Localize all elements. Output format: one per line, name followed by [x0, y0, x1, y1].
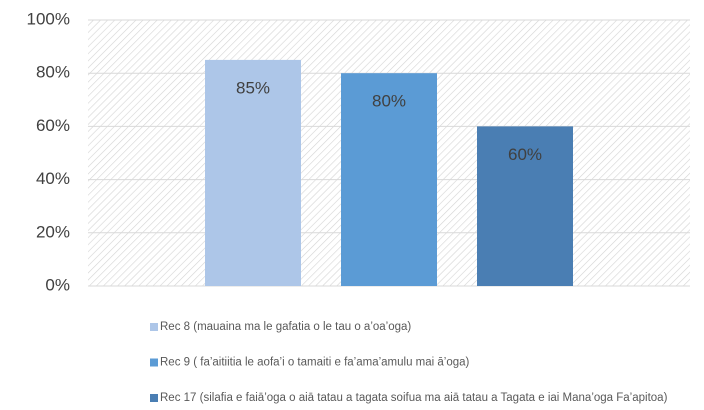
data-label: 60%: [508, 145, 542, 164]
legend-label: Rec 9 ( fa’aitiitia le aofa’i o tamaiti …: [160, 357, 470, 369]
legend-swatch: [150, 323, 158, 331]
data-label: 80%: [372, 92, 406, 111]
y-tick-label: 20%: [36, 222, 70, 241]
data-label: 85%: [236, 78, 270, 97]
legend-label: Rec 17 (silafia e faiā’oga o aiā tatau a…: [160, 392, 668, 404]
y-tick-label: 0%: [45, 275, 70, 294]
legend-swatch: [150, 358, 158, 367]
bar: [341, 73, 437, 286]
bar: [477, 126, 573, 287]
bar: [205, 59, 301, 287]
legend-label: Rec 8 (mauaina ma le gafatia o le tau o …: [160, 321, 411, 333]
y-tick-label: 60%: [36, 116, 70, 135]
y-tick-label: 100%: [27, 9, 70, 28]
y-tick-label: 80%: [36, 63, 70, 82]
legend-swatch: [150, 394, 158, 402]
y-tick-label: 40%: [36, 169, 70, 188]
